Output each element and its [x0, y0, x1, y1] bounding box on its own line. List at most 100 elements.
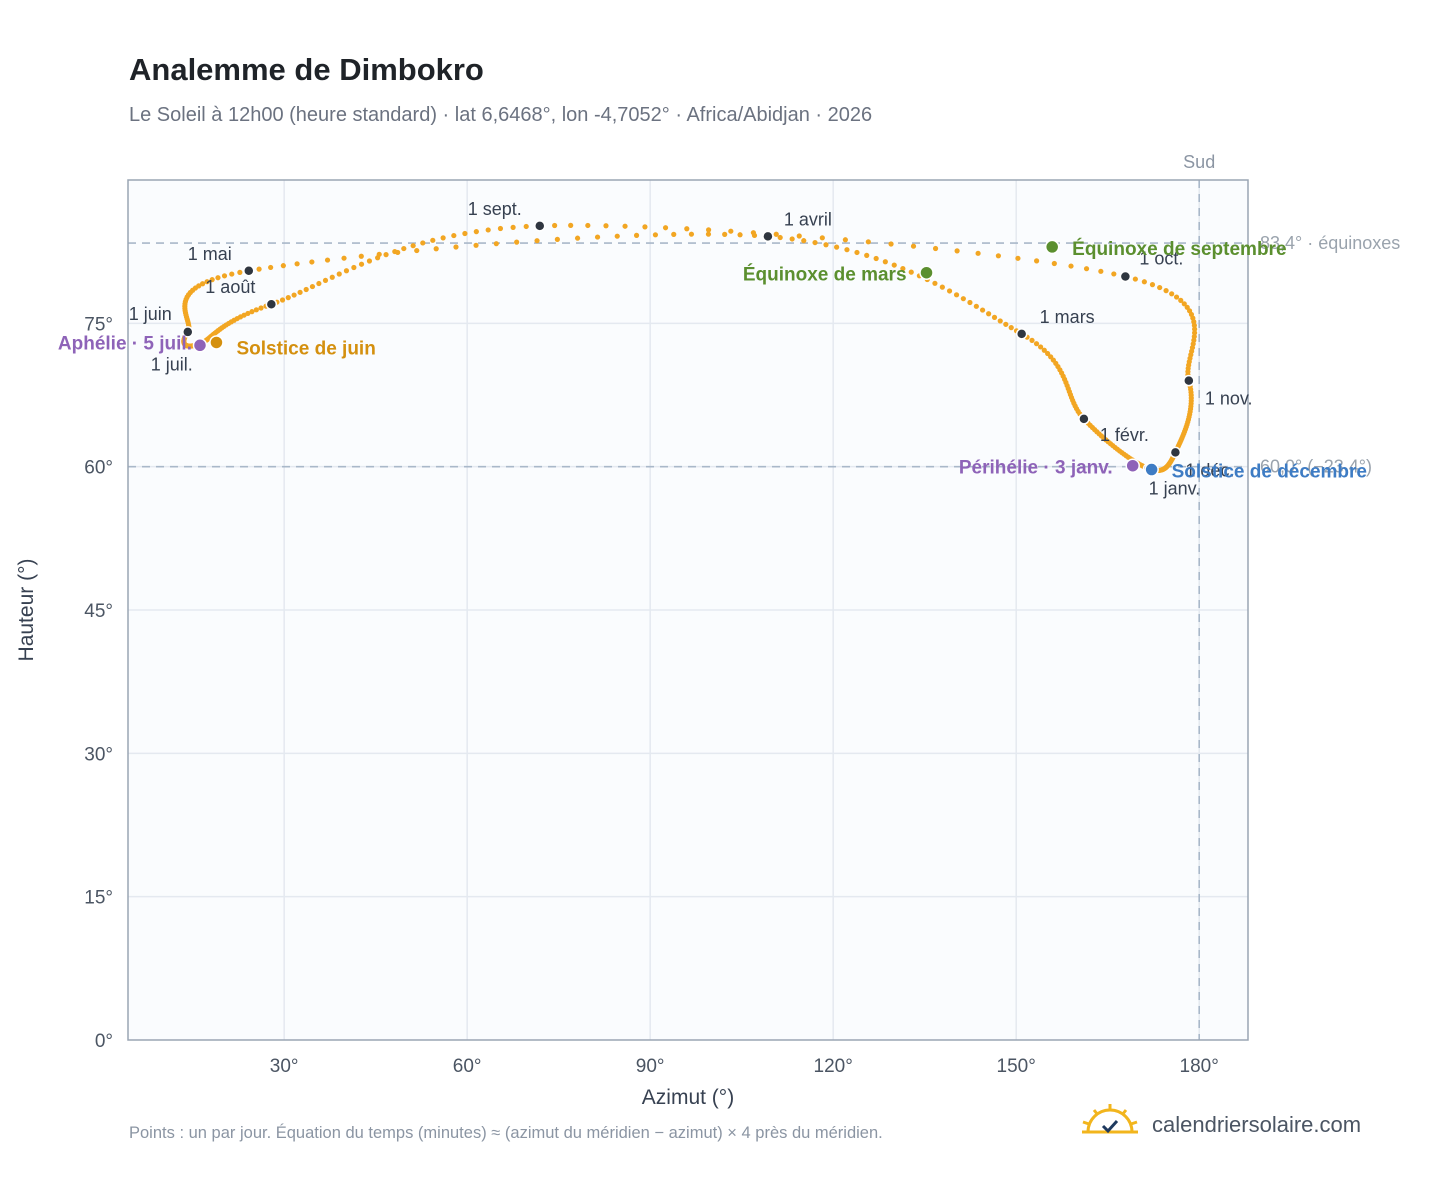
daily-sun-position: [1068, 263, 1074, 269]
daily-sun-position: [552, 222, 558, 229]
daily-sun-position: [873, 255, 879, 262]
march-equinox-label: Équinoxe de mars: [743, 264, 907, 286]
daily-sun-position: [975, 250, 981, 256]
daily-sun-position: [1033, 341, 1040, 347]
x-tick-label: 150°: [997, 1056, 1036, 1077]
daily-sun-position: [285, 295, 291, 301]
daily-sun-position: [351, 264, 357, 271]
altitude-reference-label: 60,0° (−23,4°): [1260, 457, 1372, 477]
daily-sun-position: [1149, 282, 1156, 288]
daily-sun-position: [854, 249, 860, 256]
daily-sun-position: [420, 240, 426, 246]
daily-sun-position: [1191, 322, 1197, 329]
daily-sun-position: [462, 230, 468, 237]
daily-sun-position: [842, 237, 848, 243]
daily-sun-position: [358, 261, 365, 267]
daily-sun-position: [303, 286, 309, 293]
daily-sun-position: [291, 292, 297, 298]
x-tick-label: 60°: [453, 1056, 482, 1077]
x-tick-label: 180°: [1180, 1056, 1219, 1077]
daily-sun-position: [1038, 344, 1044, 350]
month-marker: [762, 230, 774, 243]
daily-sun-position: [1173, 294, 1180, 300]
daily-sun-position: [341, 255, 347, 261]
daily-sun-position: [249, 309, 255, 315]
daily-sun-position: [1048, 354, 1054, 360]
x-axis-label: Azimut (°): [642, 1086, 734, 1109]
daily-sun-position: [237, 269, 243, 275]
daily-sun-position: [574, 235, 581, 241]
daily-sun-position: [485, 227, 491, 233]
daily-sun-position: [510, 224, 516, 230]
daily-sun-position: [309, 283, 316, 290]
month-marker: [265, 298, 278, 310]
daily-sun-position: [473, 229, 479, 235]
daily-sun-position: [1008, 325, 1014, 331]
daily-sun-position: [309, 259, 315, 265]
daily-sun-position: [819, 235, 825, 241]
daily-sun-position: [722, 231, 728, 237]
daily-sun-position: [728, 228, 734, 234]
daily-sun-position: [932, 245, 939, 252]
june-solstice-marker: [209, 335, 224, 350]
daily-sun-position: [622, 223, 628, 229]
september-equinox-marker: [1044, 239, 1060, 255]
daily-sun-position: [268, 264, 274, 271]
perihelion-marker: [1125, 458, 1140, 473]
daily-sun-position: [834, 244, 840, 250]
daily-sun-position: [995, 253, 1001, 259]
plot-frame: [127, 179, 1249, 1041]
month-marker: [1015, 328, 1028, 340]
daily-sun-position: [534, 238, 540, 244]
y-tick-label: 45°: [84, 601, 113, 622]
december-solstice-label: Solstice de décembre: [1172, 462, 1367, 483]
daily-sun-position: [1181, 301, 1187, 307]
daily-sun-position: [662, 225, 669, 231]
daily-sun-position: [256, 266, 262, 272]
september-equinox-label: Équinoxe de septembre: [1072, 238, 1286, 260]
daily-sun-position: [336, 271, 342, 277]
aphelion-marker: [192, 338, 208, 353]
daily-sun-position: [960, 296, 966, 302]
x-tick-label: 90°: [636, 1056, 665, 1077]
daily-sun-position: [324, 257, 331, 263]
daily-sun-position: [1132, 276, 1138, 282]
daily-sun-position: [688, 231, 695, 237]
daily-sun-position: [946, 288, 953, 294]
daily-sun-position: [245, 310, 251, 317]
month-label: 1 juin: [129, 304, 172, 324]
daily-sun-position: [322, 277, 329, 284]
daily-sun-position: [991, 314, 998, 320]
daily-sun-position: [294, 261, 300, 267]
daily-sun-position: [652, 232, 659, 238]
daily-sun-position: [258, 305, 264, 311]
daily-sun-position: [358, 253, 364, 259]
daily-sun-position: [329, 274, 335, 280]
daily-sun-position: [375, 255, 381, 261]
daily-sun-position: [253, 307, 259, 313]
daily-sun-position: [297, 289, 303, 295]
daily-sun-position: [973, 303, 979, 309]
daily-sun-position: [812, 239, 818, 246]
daily-sun-position: [401, 245, 407, 252]
daily-sun-position: [366, 258, 373, 264]
daily-sun-position: [1111, 271, 1117, 277]
daily-sun-position: [891, 262, 897, 268]
chart-subtitle: Le Soleil à 12h00 (heure standard) · lat…: [129, 104, 873, 126]
y-axis-label: Hauteur (°): [15, 559, 38, 662]
daily-sun-position: [773, 231, 779, 237]
daily-sun-position: [1157, 284, 1163, 291]
month-label: 1 mai: [188, 244, 232, 264]
daily-sun-position: [430, 237, 436, 243]
daily-sun-position: [1141, 279, 1147, 285]
brand-logo[interactable]: calendriersolaire.com: [1082, 1102, 1382, 1148]
daily-sun-position: [633, 232, 640, 238]
month-marker: [1169, 446, 1182, 459]
daily-sun-position: [1034, 258, 1040, 264]
daily-sun-position: [1015, 255, 1021, 261]
daily-sun-position: [392, 248, 398, 255]
y-tick-label: 75°: [84, 314, 113, 335]
month-label: 1 mars: [1040, 307, 1095, 327]
daily-sun-position: [684, 226, 690, 232]
